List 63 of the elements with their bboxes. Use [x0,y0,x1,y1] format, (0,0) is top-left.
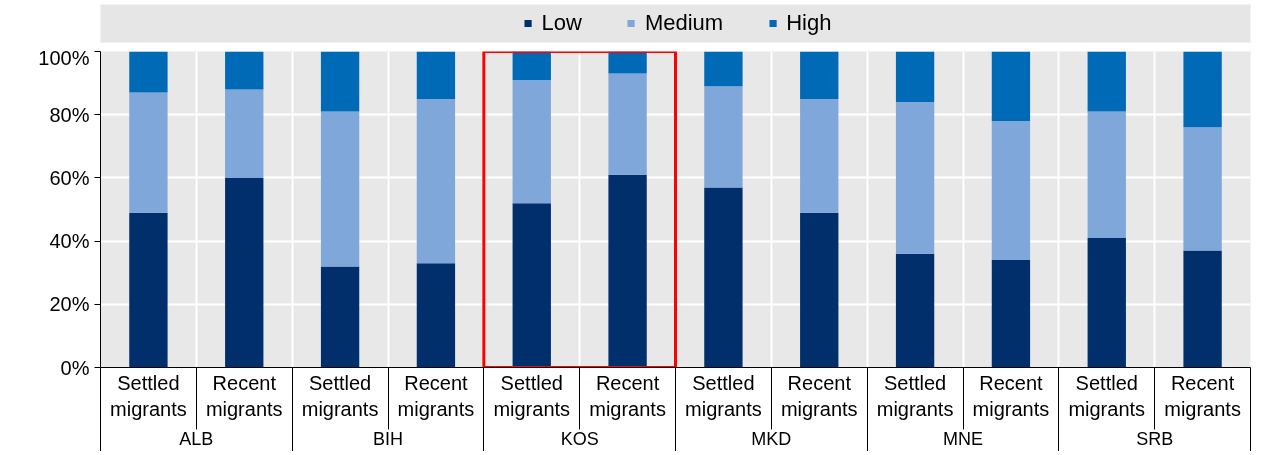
bar [416,51,456,99]
y-tick-label: 0% [60,356,90,379]
bar [608,174,647,368]
x-tick-label: Recent migrants [589,371,666,420]
bar [1087,237,1126,368]
bar [416,263,456,368]
y-tick-label: 80% [49,103,90,126]
x-tick-label: Recent migrants [205,371,283,420]
bar [320,51,360,112]
bar [320,266,360,368]
bar [1087,111,1126,238]
text: MKD [751,428,792,449]
x-tick-label: Settled migrants [1068,371,1146,420]
bar [1183,51,1222,128]
bar [225,89,264,178]
bar [512,203,551,368]
x-tick-label: Recent migrants [397,371,475,420]
bar [512,79,551,204]
bar [704,187,743,368]
bar [895,102,935,254]
legend-label: High [786,10,832,36]
bar [129,92,168,213]
bar [225,51,264,90]
bar [129,51,168,93]
text: ALB [179,428,214,449]
bar [895,253,935,368]
bar [704,86,743,188]
bar [704,51,743,87]
text: SRB [1136,428,1174,449]
bar [225,177,264,368]
text: KOS [560,428,599,449]
bar [1183,250,1222,368]
bar [1183,127,1222,251]
bar [800,212,839,368]
bar [895,51,935,103]
bar [991,121,1031,261]
bar [1087,51,1126,112]
bar [129,212,168,368]
bar [608,51,647,74]
y-tick-label: 20% [49,293,90,316]
text: MNE [943,428,983,449]
x-tick-label: Recent migrants [780,371,858,420]
y-tick-label: 60% [49,166,90,189]
bar [512,51,551,80]
bar [800,98,839,213]
x-tick-label: Recent migrants [972,371,1050,420]
legend-label: Low [541,10,582,36]
bar [991,260,1031,368]
y-tick-label: 100% [38,46,90,69]
text: BIH [373,428,404,449]
x-tick-label: Settled migrants [301,371,379,420]
x-tick-label: Settled migrants [493,371,571,420]
x-tick-label: Recent migrants [1164,371,1241,420]
y-tick-label: 40% [49,230,90,253]
x-tick-label: Settled migrants [110,371,187,420]
bar [320,111,360,267]
bar [991,51,1031,122]
bar [416,98,456,264]
x-tick-label: Settled migrants [685,371,762,420]
legend-label: Medium [644,10,724,36]
x-tick-label: Settled migrants [876,371,954,420]
bar [800,51,839,99]
bar [608,73,647,175]
